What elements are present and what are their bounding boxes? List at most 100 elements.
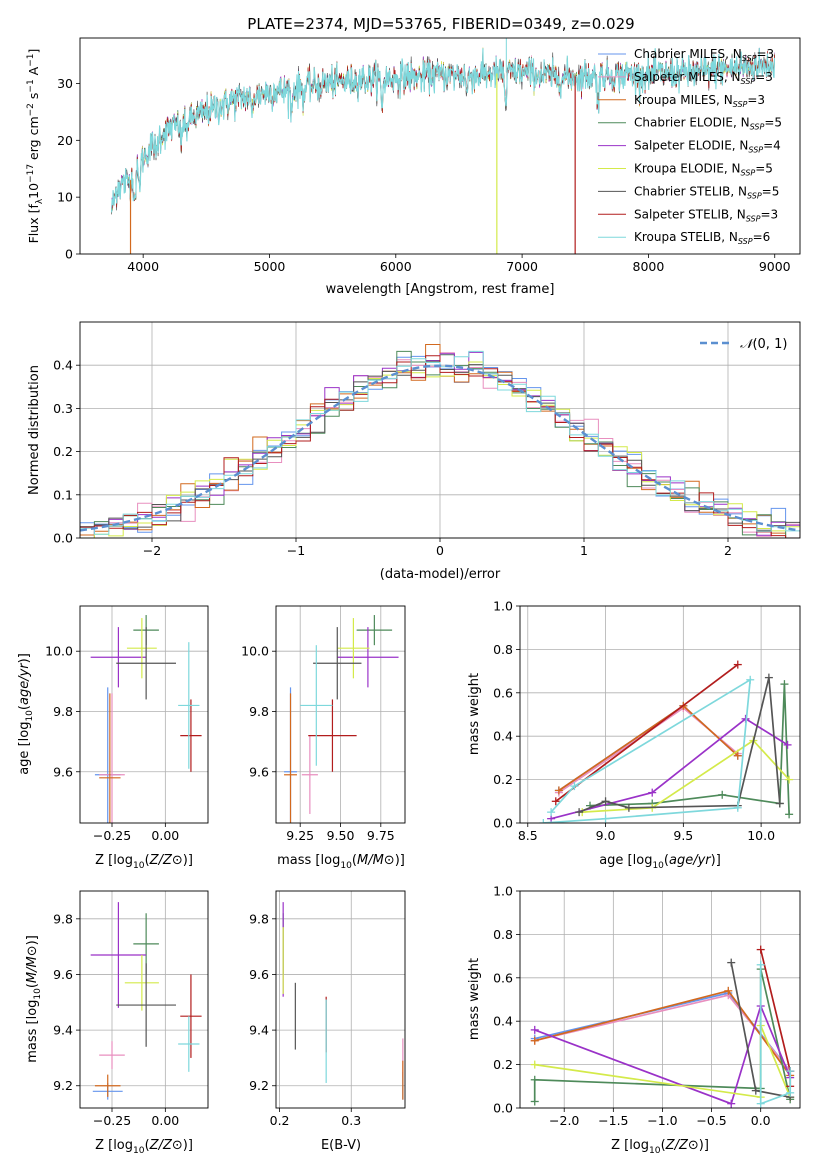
plot-age_vs_Z: −0.25 0.009.69.810.0Z [log10(Z/Z⊙)]age [l…	[17, 605, 209, 871]
label-part: (0, 1)	[752, 337, 787, 352]
label-superscript: −17	[26, 164, 36, 183]
legend-entry: Kroupa MILES, NSSP=3	[634, 93, 765, 109]
label-subscript: 10	[25, 710, 35, 722]
x-tick-label: 9.0	[596, 828, 616, 843]
x-tick-label: 0.2	[270, 1113, 290, 1128]
x-tick-label: −1	[287, 543, 305, 558]
label-subscript: λ	[35, 198, 45, 204]
y-tick-label: 0.2	[493, 1057, 513, 1072]
x-tick-label: −0.5	[696, 1113, 726, 1128]
y-tick-label: 30	[57, 76, 73, 91]
axes-frame	[275, 605, 406, 824]
y-tick-label: 0.0	[493, 816, 513, 831]
plot-body	[539, 660, 794, 823]
spectrum-line	[111, 47, 776, 213]
plot-mass_vs_ebv: 0.2 0.3 9.2 9.4 9.6 9.8 E(B-V)	[249, 890, 406, 1153]
y-tick-label: 0.8	[493, 642, 513, 657]
y-axis-label: mass [log10(M/M⊙)]	[25, 935, 43, 1063]
legend-prefix: N	[737, 207, 746, 221]
legend-count: =3	[756, 47, 774, 61]
label-part: A	[26, 66, 41, 79]
y-tick-label: 9.6	[53, 967, 73, 982]
x-tick-label: 0.0	[751, 1113, 771, 1128]
label-part: (	[17, 705, 32, 710]
normal-curve	[80, 364, 800, 532]
plot-weight_vs_Z: −2.0 −1.5 −1.0 −0.5 0.0 0.0 0.2 0.4 0.6 0.8 1.0 Z […	[467, 884, 801, 1156]
x-tick-label: 9.5	[673, 828, 693, 843]
legend-model: Salpeter STELIB,	[634, 207, 737, 221]
legend-subscript: SSP	[738, 237, 753, 246]
y-tick-label: 0.4	[53, 358, 73, 373]
legend-count: =5	[764, 116, 782, 130]
y-axis-label: mass weight	[467, 673, 482, 755]
y-tick-label: 9.6	[249, 967, 269, 982]
y-tick-label: 9.8	[249, 911, 269, 926]
y-tick-label: 0.4	[493, 729, 513, 744]
plot-mass_vs_Z: −0.25 0.009.29.49.69.8Z [log10(Z/Z⊙)]mass…	[25, 890, 209, 1156]
label-part: )]	[395, 853, 405, 868]
x-tick-label: −2	[143, 543, 161, 558]
y-tick-label: 9.4	[53, 1023, 73, 1038]
legend-subscript: SSP	[733, 100, 748, 109]
x-tick-label: 0	[436, 543, 444, 558]
y-tick-label: 10	[57, 190, 73, 205]
plot-body	[282, 902, 404, 1100]
y-tick-label: 0.6	[493, 970, 513, 985]
plot-age_vs_mass: 9.25 9.50 9.75 9.6 9.8 10.0 mass [log10(M/M⊙)]	[241, 605, 406, 871]
plot-body	[80, 344, 800, 538]
x-axis-label: age [log10(age/yr)]	[599, 853, 721, 871]
x-axis-label: (data-model)/error	[380, 567, 501, 582]
legend-model: Salpeter ELODIE,	[634, 139, 739, 153]
label-part: )]	[17, 653, 32, 663]
x-tick-label: −2.0	[549, 1113, 579, 1128]
label-part: mass [log	[25, 1000, 40, 1063]
plot-body	[530, 945, 795, 1108]
label-part: Z [log	[95, 1138, 133, 1153]
weight-line	[759, 964, 792, 1105]
label-part: mass [log	[277, 853, 340, 868]
x-tick-label: 9.25	[286, 828, 314, 843]
x-tick-label: 4000	[127, 259, 159, 274]
x-tick-label: 6000	[380, 259, 412, 274]
legend-entry: Salpeter MILES, NSSP=3	[634, 70, 773, 86]
plot-body	[90, 615, 202, 823]
x-tick-label: −0.25	[93, 828, 131, 843]
label-part: (	[352, 853, 357, 868]
x-tick-label: 8000	[633, 259, 665, 274]
label-subscript: 10	[649, 1146, 661, 1156]
x-tick-label: −0.25	[93, 1113, 131, 1128]
axes-frame	[79, 605, 209, 824]
axes-frame	[275, 890, 406, 1109]
legend-entry: Salpeter ELODIE, NSSP=4	[634, 139, 781, 155]
legend-prefix: N	[729, 230, 738, 244]
plot-body	[284, 615, 399, 823]
y-axis-label: mass weight	[467, 958, 482, 1040]
legend-entry: Kroupa ELODIE, NSSP=5	[634, 162, 773, 178]
y-tick-label: 0.4	[493, 1014, 513, 1029]
figure-title: PLATE=2374, MJD=53765, FIBERID=0349, z=0…	[247, 15, 634, 33]
y-tick-label: 0.2	[53, 444, 73, 459]
y-tick-label: 0.3	[53, 401, 73, 416]
label-superscript: −1	[26, 54, 36, 67]
y-tick-label: 9.2	[53, 1078, 73, 1093]
legend-model: Chabrier STELIB,	[634, 184, 738, 198]
x-tick-label: 10.0	[747, 828, 775, 843]
legend-prefix: N	[724, 93, 733, 107]
x-tick-label: 0.00	[151, 828, 179, 843]
y-tick-label: 9.6	[249, 764, 269, 779]
y-tick-label: 9.2	[249, 1078, 269, 1093]
label-part: )]	[183, 1138, 193, 1153]
legend-count: =3	[747, 93, 765, 107]
label-part: )]	[699, 1138, 709, 1153]
weight-line	[582, 739, 790, 813]
y-tick-label: 10.0	[45, 644, 73, 659]
legend-entry: Chabrier ELODIE, NSSP=5	[634, 116, 782, 132]
label-subscript: 10	[133, 1146, 145, 1156]
weight-line	[534, 1003, 791, 1105]
legend-prefix: N	[739, 139, 748, 153]
label-part: )]	[711, 853, 721, 868]
label-subscript: 10	[652, 861, 664, 871]
legend-model: Kroupa STELIB,	[634, 230, 729, 244]
y-axis-label: Normed distribution	[27, 365, 42, 495]
y-tick-label: 0.2	[493, 772, 513, 787]
